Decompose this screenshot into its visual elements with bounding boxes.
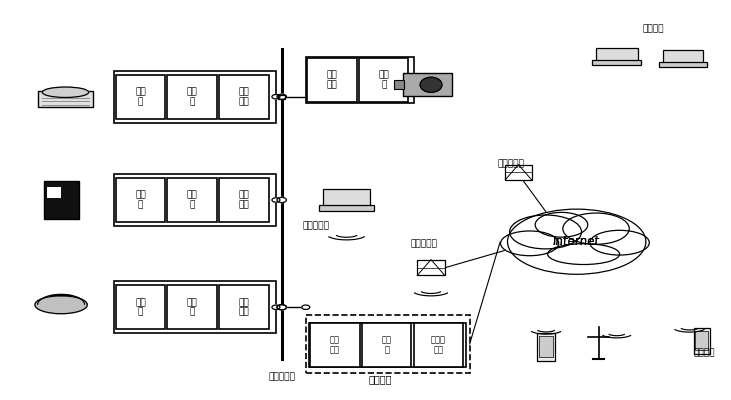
- Bar: [403, 73, 452, 96]
- Bar: [505, 165, 531, 180]
- Circle shape: [277, 305, 287, 310]
- Bar: [38, 91, 93, 107]
- Bar: [319, 205, 374, 211]
- Bar: [659, 62, 707, 67]
- Bar: [115, 178, 165, 222]
- Bar: [219, 286, 269, 329]
- Text: 感应
器: 感应 器: [135, 191, 146, 209]
- Bar: [115, 286, 165, 329]
- Ellipse shape: [590, 230, 649, 255]
- Bar: [48, 187, 61, 198]
- Text: Internet: Internet: [553, 235, 600, 248]
- Circle shape: [272, 94, 280, 99]
- Bar: [323, 189, 370, 206]
- Circle shape: [272, 305, 280, 310]
- Circle shape: [302, 305, 310, 310]
- Text: 控制
器: 控制 器: [379, 70, 389, 89]
- Text: 插头
模块: 插头 模块: [238, 87, 249, 106]
- Bar: [219, 75, 269, 118]
- Circle shape: [277, 305, 287, 310]
- Circle shape: [277, 94, 287, 99]
- Bar: [306, 315, 469, 373]
- Text: 插头
模块: 插头 模块: [238, 298, 249, 317]
- Ellipse shape: [420, 77, 442, 92]
- Bar: [278, 95, 285, 99]
- Bar: [306, 57, 414, 103]
- Text: 控制
器: 控制 器: [382, 336, 392, 354]
- Text: 插头
模块: 插头 模块: [330, 336, 340, 354]
- Text: 插头
模块: 插头 模块: [238, 191, 249, 209]
- Bar: [44, 181, 78, 219]
- Text: 射频收
发器: 射频收 发器: [431, 336, 446, 354]
- Text: 网关入口: 网关入口: [368, 374, 392, 384]
- Bar: [310, 323, 360, 367]
- Bar: [592, 60, 642, 65]
- Ellipse shape: [548, 244, 620, 264]
- Ellipse shape: [535, 212, 588, 237]
- Bar: [167, 286, 217, 329]
- Text: Internet: Internet: [553, 235, 600, 248]
- Ellipse shape: [501, 231, 558, 256]
- Bar: [596, 48, 637, 62]
- Bar: [362, 323, 412, 367]
- Bar: [414, 323, 463, 367]
- Bar: [115, 75, 165, 118]
- Ellipse shape: [42, 87, 88, 98]
- Bar: [167, 75, 217, 118]
- Bar: [308, 323, 466, 367]
- Circle shape: [272, 198, 280, 202]
- Ellipse shape: [510, 215, 582, 249]
- Bar: [114, 174, 276, 226]
- Bar: [417, 260, 445, 276]
- Text: 移动设备: 移动设备: [643, 25, 664, 34]
- Text: 电源连接线: 电源连接线: [268, 372, 295, 381]
- Bar: [394, 80, 404, 89]
- Text: 调制解调器: 调制解调器: [410, 239, 437, 248]
- Circle shape: [277, 198, 287, 202]
- Text: 控制
器: 控制 器: [187, 298, 197, 317]
- Text: 网域网装置: 网域网装置: [303, 221, 330, 230]
- Bar: [167, 178, 217, 222]
- Text: 控制
器: 控制 器: [187, 191, 197, 209]
- Text: 调制解调器: 调制解调器: [498, 160, 525, 169]
- Bar: [219, 178, 269, 222]
- Bar: [114, 71, 276, 122]
- Bar: [114, 282, 276, 333]
- Ellipse shape: [507, 209, 646, 274]
- Text: 移动设备: 移动设备: [694, 348, 715, 358]
- Ellipse shape: [35, 296, 87, 314]
- Bar: [694, 328, 710, 354]
- Bar: [539, 336, 553, 357]
- Bar: [359, 58, 409, 102]
- Text: 插头
模块: 插头 模块: [327, 70, 338, 89]
- Bar: [695, 331, 708, 350]
- Text: 感应
器: 感应 器: [135, 87, 146, 106]
- Bar: [663, 50, 703, 64]
- Ellipse shape: [563, 213, 629, 244]
- Text: 控制
器: 控制 器: [187, 87, 197, 106]
- Bar: [307, 58, 357, 102]
- Text: 感应
器: 感应 器: [135, 298, 146, 317]
- Bar: [537, 333, 555, 361]
